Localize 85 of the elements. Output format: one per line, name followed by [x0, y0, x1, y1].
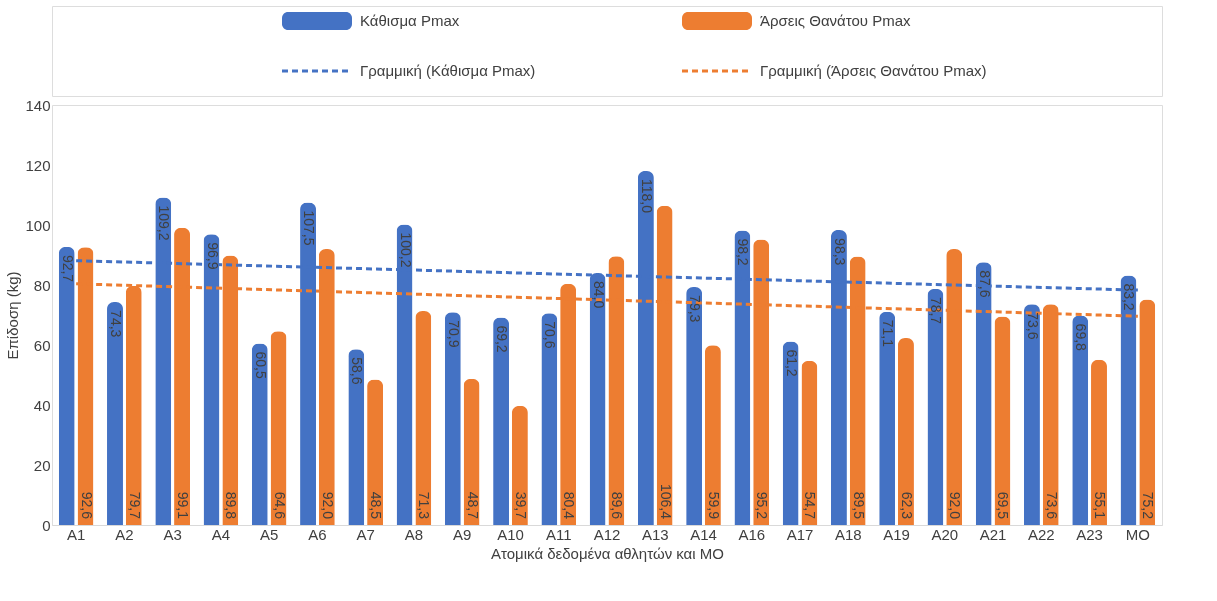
x-tick-label: A8 — [404, 525, 424, 543]
legend-label: Γραμμική (Άρσεις Θανάτου Pmax) — [760, 62, 987, 79]
data-label: 92,6 — [78, 491, 95, 520]
y-tick-label: 40 — [33, 396, 51, 414]
data-label: 106,4 — [657, 483, 674, 520]
data-label: 79,7 — [126, 491, 143, 520]
x-tick-label: A22 — [1028, 525, 1055, 543]
data-label: 55,1 — [1092, 491, 1108, 520]
x-tick-label: A9 — [453, 525, 472, 543]
data-label: 75,2 — [1140, 491, 1157, 520]
legend-label: Γραμμική (Κάθισμα Pmax) — [360, 62, 536, 79]
x-tick-label: A7 — [356, 525, 375, 543]
data-label: 64,6 — [271, 491, 288, 520]
data-label: 83,2 — [1121, 283, 1138, 311]
data-label: 58,6 — [349, 357, 366, 385]
y-tick-label: 0 — [42, 516, 51, 534]
legend-label: Κάθισμα Pmax — [360, 12, 460, 29]
data-label: 62,3 — [898, 491, 915, 520]
x-tick-label: A23 — [1076, 525, 1103, 543]
data-label: 79,3 — [687, 295, 704, 323]
data-label: 99,1 — [175, 491, 192, 520]
data-label: 69,8 — [1073, 323, 1090, 352]
data-label: 39,7 — [512, 491, 529, 520]
data-label: 78,7 — [928, 296, 945, 325]
data-label: 109,2 — [156, 205, 173, 241]
data-label: 73,6 — [1024, 312, 1041, 340]
x-tick-label: A3 — [163, 525, 182, 543]
data-label: 89,5 — [850, 491, 867, 520]
x-tick-label: A10 — [497, 525, 524, 543]
x-tick-label: MO — [1125, 525, 1150, 543]
data-label: 89,6 — [609, 491, 626, 520]
data-label: 92,7 — [59, 254, 76, 283]
y-axis-title: Επίδοση (kg) — [4, 271, 22, 360]
data-label: 61,2 — [783, 349, 800, 377]
data-label: 80,4 — [561, 491, 578, 520]
data-label: 71,1 — [880, 319, 897, 348]
data-label: 71,3 — [416, 491, 433, 520]
data-label: 69,5 — [995, 491, 1012, 520]
x-tick-label: A18 — [834, 525, 862, 543]
x-tick-label: A2 — [115, 525, 134, 543]
bar — [58, 246, 75, 525]
data-label: 92,0 — [319, 491, 336, 520]
data-label: 118,0 — [638, 179, 655, 214]
x-tick-label: A21 — [979, 525, 1007, 543]
data-label: 98,2 — [735, 238, 752, 266]
data-label: 92,0 — [947, 491, 964, 520]
x-tick-label: A20 — [931, 525, 959, 543]
data-label: 48,7 — [464, 491, 481, 520]
data-label: 54,7 — [802, 491, 819, 520]
x-tick-label: A12 — [593, 525, 621, 543]
data-label: 84,0 — [590, 281, 607, 309]
data-label: 107,5 — [301, 210, 318, 246]
y-tick-label: 20 — [33, 456, 51, 474]
data-label: 100,2 — [397, 232, 414, 268]
x-tick-label: A11 — [545, 525, 572, 543]
data-label: 48,5 — [368, 491, 385, 520]
x-tick-label: A14 — [690, 525, 717, 543]
x-axis-title: Ατομικά δεδομένα αθλητών και ΜΟ — [491, 544, 724, 562]
data-label: 95,2 — [754, 491, 771, 520]
data-label: 98,3 — [831, 238, 848, 266]
x-tick-label: A13 — [641, 525, 669, 543]
data-label: 96,9 — [204, 242, 221, 270]
bar — [879, 311, 896, 525]
y-tick-label: 100 — [25, 216, 51, 234]
y-tick-label: 60 — [33, 336, 51, 354]
x-tick-label: A5 — [259, 525, 279, 543]
data-label: 74,3 — [108, 310, 124, 338]
data-label: 59,9 — [705, 491, 722, 520]
x-tick-label: A4 — [211, 525, 231, 543]
data-label: 60,5 — [252, 351, 269, 379]
data-label: 87,6 — [976, 270, 993, 298]
data-label: 70,9 — [445, 320, 462, 348]
x-tick-label: A19 — [883, 525, 910, 543]
x-tick-label: A1 — [66, 525, 86, 543]
data-label: 69,2 — [494, 325, 511, 353]
x-tick-label: A16 — [738, 525, 766, 543]
x-tick-label: A6 — [308, 525, 327, 543]
data-label: 89,8 — [223, 491, 240, 520]
data-label: 73,6 — [1043, 491, 1060, 520]
legend-label: Άρσεις Θανάτου Pmax — [760, 12, 911, 29]
y-tick-label: 140 — [25, 96, 51, 114]
data-label: 70,6 — [542, 321, 559, 349]
x-tick-label: A17 — [786, 525, 814, 543]
y-tick-label: 120 — [25, 156, 51, 174]
y-tick-label: 80 — [33, 276, 51, 294]
